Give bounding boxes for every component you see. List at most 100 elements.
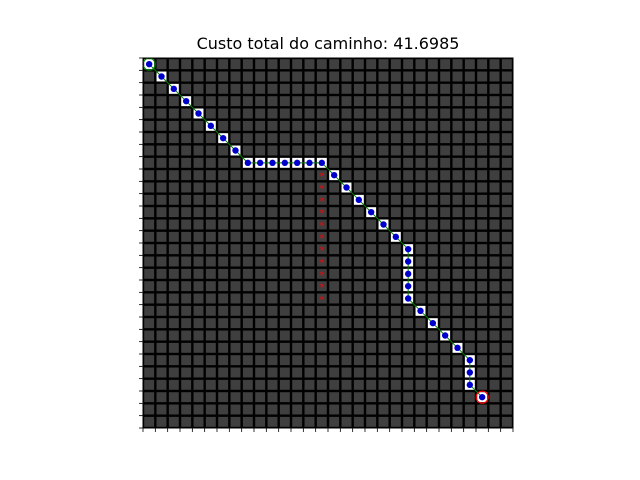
grid-cell	[168, 219, 179, 230]
grid-cell	[267, 207, 278, 218]
path-marker	[404, 282, 412, 290]
grid-cell	[366, 244, 377, 255]
grid-cell	[230, 157, 241, 168]
path-marker	[367, 208, 375, 216]
grid-cell	[329, 108, 340, 119]
grid-cell	[341, 71, 352, 82]
grid-cell	[477, 416, 488, 427]
grid-cell	[267, 404, 278, 415]
grid-cell	[489, 355, 500, 366]
grid-cell	[255, 145, 266, 156]
grid-cell	[267, 194, 278, 205]
grid-cell	[144, 83, 155, 94]
grid-cell	[292, 416, 303, 427]
grid-cell	[205, 330, 216, 341]
path-marker	[219, 134, 227, 142]
grid-cell	[144, 342, 155, 353]
grid-cell	[316, 71, 327, 82]
grid-cell	[366, 231, 377, 242]
grid-cell	[489, 404, 500, 415]
grid-cell	[415, 355, 426, 366]
grid-cell	[316, 318, 327, 329]
grid-cell	[218, 318, 229, 329]
grid-cell	[329, 404, 340, 415]
grid-cell	[181, 379, 192, 390]
grid-cell	[279, 342, 290, 353]
grid-cell	[427, 133, 438, 144]
grid-cell	[205, 355, 216, 366]
grid-cell	[181, 268, 192, 279]
grid-cell	[292, 318, 303, 329]
grid-cell	[242, 108, 253, 119]
grid-cell	[501, 194, 512, 205]
grid-cell	[267, 355, 278, 366]
grid-cell	[193, 231, 204, 242]
grid-cell	[218, 367, 229, 378]
grid-cell	[218, 182, 229, 193]
grid-cell	[378, 182, 389, 193]
grid-cell	[329, 330, 340, 341]
grid-cell	[440, 231, 451, 242]
grid-cell	[267, 268, 278, 279]
grid-cell	[242, 133, 253, 144]
grid-cell	[218, 342, 229, 353]
grid-cell	[181, 207, 192, 218]
grid-cell	[242, 83, 253, 94]
grid-cell	[316, 96, 327, 107]
grid-cell	[403, 120, 414, 131]
grid-cell	[230, 83, 241, 94]
grid-cell	[267, 219, 278, 230]
grid-cell	[341, 256, 352, 267]
grid-cell	[279, 305, 290, 316]
grid-cell	[341, 145, 352, 156]
grid-cell	[353, 293, 364, 304]
grid-cell	[366, 71, 377, 82]
grid-cell	[427, 392, 438, 403]
grid-cell	[255, 231, 266, 242]
grid-cell	[501, 83, 512, 94]
grid-cell	[403, 305, 414, 316]
grid-cell	[464, 256, 475, 267]
grid-cell	[279, 133, 290, 144]
grid-cell	[304, 83, 315, 94]
grid-cell	[477, 170, 488, 181]
grid-cell	[415, 293, 426, 304]
grid-cell	[156, 268, 167, 279]
grid-cell	[230, 231, 241, 242]
path-marker	[478, 393, 486, 401]
grid-cell	[205, 318, 216, 329]
grid-cell	[218, 305, 229, 316]
grid-cell	[255, 268, 266, 279]
grid-cell	[230, 416, 241, 427]
grid-cell	[168, 207, 179, 218]
grid-cell	[489, 59, 500, 70]
grid-cell	[366, 256, 377, 267]
grid-cell	[366, 379, 377, 390]
grid-cell	[218, 71, 229, 82]
grid-cell	[464, 404, 475, 415]
grid-cell	[353, 256, 364, 267]
grid-cell	[205, 404, 216, 415]
grid-cell	[341, 108, 352, 119]
grid-cell	[378, 207, 389, 218]
grid-cell	[205, 108, 216, 119]
grid-cell	[267, 120, 278, 131]
grid-cell	[267, 416, 278, 427]
grid-cell	[230, 305, 241, 316]
grid-cell	[477, 96, 488, 107]
grid-cell	[489, 182, 500, 193]
grid-cell	[316, 59, 327, 70]
path-marker	[269, 159, 276, 167]
grid-cell	[353, 330, 364, 341]
grid-cell	[366, 108, 377, 119]
grid-cell	[304, 330, 315, 341]
grid-cell	[279, 392, 290, 403]
grid-cell	[353, 404, 364, 415]
grid-cell	[267, 182, 278, 193]
grid-cell	[415, 170, 426, 181]
grid-cell	[390, 318, 401, 329]
grid-cell	[353, 367, 364, 378]
grid-cell	[403, 416, 414, 427]
grid-cell	[168, 145, 179, 156]
grid-cell	[267, 318, 278, 329]
